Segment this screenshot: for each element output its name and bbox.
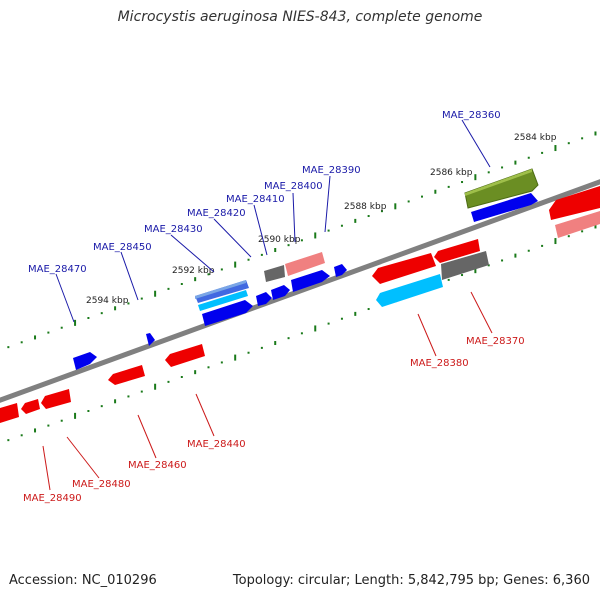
gene-reverse-right[interactable] [549, 186, 600, 220]
gene-label: MAE_28420 [187, 208, 246, 219]
scale-label: 2590 kbp [258, 235, 301, 245]
gene-mae-28430[interactable] [202, 300, 253, 326]
gene-label: MAE_28360 [442, 110, 501, 121]
gene-mae-28440[interactable] [165, 344, 205, 367]
gene-reverse-right-shadow[interactable] [555, 211, 600, 238]
gene-mae-28390[interactable] [291, 270, 330, 292]
gene-mae-28490[interactable] [21, 399, 40, 414]
gene-label: MAE_28480 [72, 479, 131, 490]
scale-label: 2592 kbp [172, 266, 215, 276]
gene-reverse-mid[interactable] [434, 239, 480, 263]
scale-label: 2584 kbp [514, 133, 557, 143]
gene-label: MAE_28450 [93, 242, 152, 253]
gene-label: MAE_28430 [144, 224, 203, 235]
gene-forward-3[interactable] [271, 285, 290, 300]
gene-mae-28380[interactable] [372, 253, 436, 284]
gene-label: MAE_28460 [128, 460, 187, 471]
scale-label: 2588 kbp [344, 202, 387, 212]
gene-forward-1[interactable] [471, 193, 538, 222]
topology-summary: Topology: circular; Length: 5,842,795 bp… [232, 573, 590, 588]
gene-label: MAE_28440 [187, 439, 246, 450]
gene-mae-28470[interactable] [73, 352, 97, 370]
gene-mae-28400b[interactable] [285, 252, 325, 276]
gene-mae-28360-shadow [465, 169, 532, 196]
gene-label: MAE_28390 [302, 165, 361, 176]
gene-label: MAE_28410 [226, 194, 285, 205]
gene-label: MAE_28380 [410, 358, 469, 369]
gene-mae-28360[interactable] [464, 168, 539, 209]
scale-label: 2594 kbp [86, 296, 129, 306]
gene-label: MAE_28370 [466, 336, 525, 347]
accession-text: Accession: NC_010296 [9, 573, 157, 588]
gene-label: MAE_28490 [23, 493, 82, 504]
gene-forward-2[interactable] [198, 290, 248, 311]
gene-label: MAE_28400 [264, 181, 323, 192]
gene-reverse-left[interactable] [0, 403, 19, 423]
gene-mae-28410[interactable] [256, 292, 272, 306]
map-title: Microcystis aeruginosa NIES-843, complet… [117, 9, 483, 25]
tick-marks [7, 131, 597, 442]
label-leader-lines [42, 119, 493, 491]
gene-mae-28370[interactable] [441, 251, 489, 280]
gene-features [0, 168, 600, 423]
gene-mae-28460[interactable] [108, 365, 145, 385]
scale-labels: 2584 kbp 2586 kbp 2588 kbp 2590 kbp 2592… [86, 133, 557, 306]
gene-mae-28450[interactable] [146, 333, 155, 346]
gene-forward-4[interactable] [334, 264, 347, 277]
gene-mae-28400[interactable] [264, 265, 285, 282]
gene-label: MAE_28470 [28, 264, 87, 275]
genome-backbone [0, 179, 600, 403]
gene-mae-28420-highlight [195, 280, 246, 299]
scale-label: 2586 kbp [430, 168, 473, 178]
gene-mae-28480[interactable] [41, 389, 71, 409]
gene-mae-28380-b[interactable] [376, 274, 443, 307]
